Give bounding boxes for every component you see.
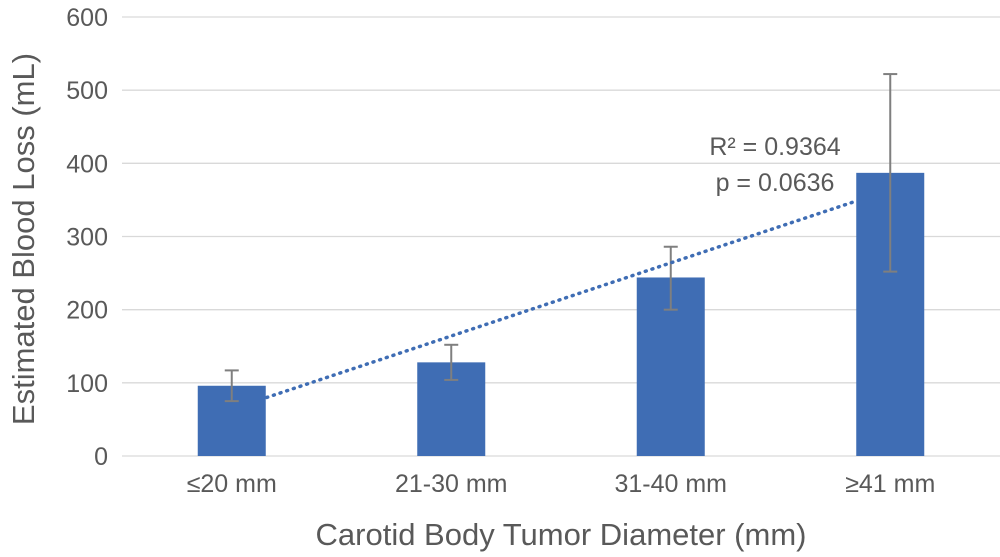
trendline-dotted [265, 199, 857, 400]
y-tick-label: 200 [66, 297, 108, 325]
x-tick-label: ≥41 mm [845, 470, 935, 498]
error-bar [224, 369, 239, 403]
y-tick-label: 500 [66, 77, 108, 105]
x-axis-ticks: ≤20 mm 21-30 mm 31-40 mm ≥41 mm [187, 470, 936, 498]
r-squared-annotation: R² = 0.9364 [709, 133, 840, 161]
x-tick-label: ≤20 mm [187, 470, 277, 498]
y-tick-label: 0 [94, 443, 108, 471]
x-tick-label: 21-30 mm [395, 470, 508, 498]
y-tick-label: 300 [66, 224, 108, 252]
error-bar [663, 245, 678, 311]
y-axis-ticks: 0 100 200 300 400 500 600 [66, 4, 108, 471]
y-tick-label: 400 [66, 150, 108, 178]
y-axis-title: Estimated Blood Loss (mL) [6, 53, 41, 425]
p-value-annotation: p = 0.0636 [716, 169, 835, 197]
x-tick-label: 31-40 mm [614, 470, 727, 498]
error-bar [444, 343, 459, 381]
grid-lines [122, 16, 1000, 457]
trendline [265, 199, 857, 400]
y-tick-label: 100 [66, 370, 108, 398]
bars [197, 172, 925, 456]
error-bars [224, 73, 898, 403]
y-tick-label: 600 [66, 4, 108, 32]
x-axis-title: Carotid Body Tumor Diameter (mm) [316, 517, 807, 552]
error-bar [883, 73, 898, 273]
